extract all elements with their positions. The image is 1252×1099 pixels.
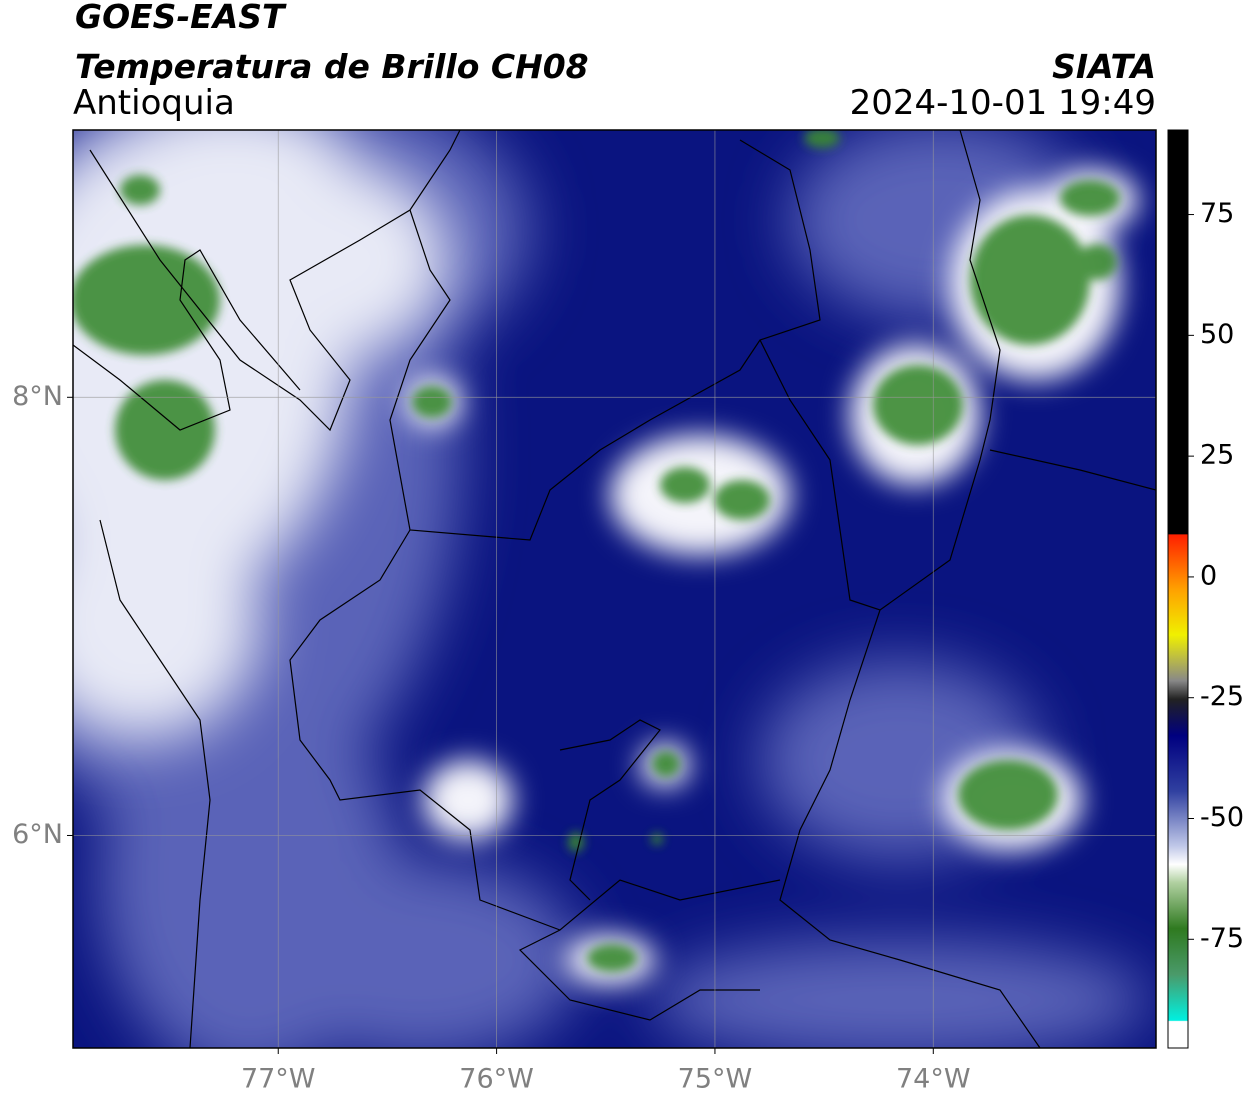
colorbar [1167,129,1189,1049]
y-tick-label: 6°N [12,819,63,850]
y-tick-label: 8°N [12,381,63,412]
header: GOES-EAST Temperatura de Brillo CH08 Ant… [73,0,1156,123]
timestamp: 2024-10-01 19:49 [850,83,1156,123]
colorbar-label: -25 [1200,681,1244,712]
colorbar-label: -50 [1200,802,1244,833]
satellite-image [73,130,1156,1048]
title: GOES-EAST [75,0,287,36]
x-tick-label: 75°W [678,1064,753,1095]
borders [73,130,1156,1048]
colorbar-label: 25 [1200,440,1234,471]
region: Antioquia [73,83,235,123]
grid [73,130,1156,1048]
colorbar-label: 75 [1200,198,1234,229]
colorbar-label: 50 [1200,319,1234,350]
colorbar-label: 0 [1200,560,1217,591]
subtitle: Temperatura de Brillo CH08 [75,47,589,86]
colorbar-label: -75 [1200,923,1244,954]
x-tick-label: 74°W [896,1064,971,1095]
x-tick-label: 77°W [241,1064,316,1095]
source: SIATA [1052,47,1156,86]
x-tick-label: 76°W [459,1064,534,1095]
map-frame [72,129,1157,1049]
